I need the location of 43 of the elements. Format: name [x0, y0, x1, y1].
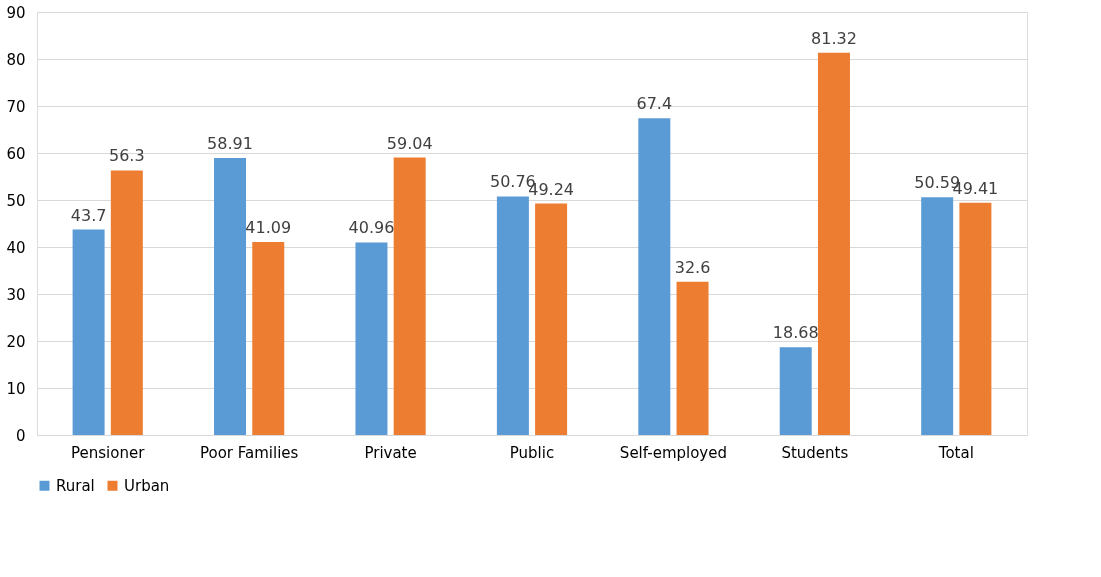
data-label: 40.96 [348, 218, 395, 238]
bar [110, 170, 143, 435]
x-tick-label: Private [364, 443, 417, 462]
bar [214, 158, 247, 435]
data-label: 81.32 [811, 28, 857, 48]
data-label: 32.6 [674, 257, 711, 277]
bar [779, 347, 812, 435]
bar [676, 281, 709, 435]
bar [72, 229, 105, 435]
data-label: 59.04 [386, 133, 433, 153]
y-tick-label: 50 [6, 191, 26, 210]
data-label: 43.7 [70, 205, 107, 225]
y-tick-label: 30 [6, 285, 26, 304]
y-tick-label: 10 [6, 379, 26, 398]
y-tick-label: 80 [6, 50, 26, 69]
data-label: 41.09 [245, 217, 292, 237]
x-tick-label: Public [509, 443, 555, 462]
x-tick-label: Students [781, 443, 849, 462]
legend-label: Rural [56, 476, 95, 495]
y-tick-label: 60 [6, 144, 26, 163]
y-tick-label: 20 [6, 332, 26, 351]
x-tick-label: Total [937, 443, 974, 462]
bar [959, 202, 992, 435]
y-tick-label: 70 [6, 97, 26, 116]
y-tick-label: 0 [15, 426, 26, 445]
legend-label: Urban [124, 476, 170, 495]
bar [393, 157, 426, 435]
x-tick-label: Pensioner [71, 443, 146, 462]
x-tick-label: Self-employed [619, 443, 727, 462]
bar [921, 197, 954, 435]
data-label: 56.3 [109, 146, 145, 166]
x-tick-label: Poor Families [199, 443, 299, 462]
data-label: 58.91 [207, 134, 253, 154]
y-tick-label: 90 [6, 3, 26, 22]
bar [535, 203, 568, 435]
data-label: 67.4 [636, 94, 673, 114]
y-tick-label: 40 [6, 238, 26, 257]
data-label: 18.68 [772, 323, 819, 343]
bar [817, 52, 850, 435]
bar [496, 196, 529, 435]
bar [355, 242, 388, 435]
bar [252, 241, 285, 435]
bar [638, 118, 671, 435]
